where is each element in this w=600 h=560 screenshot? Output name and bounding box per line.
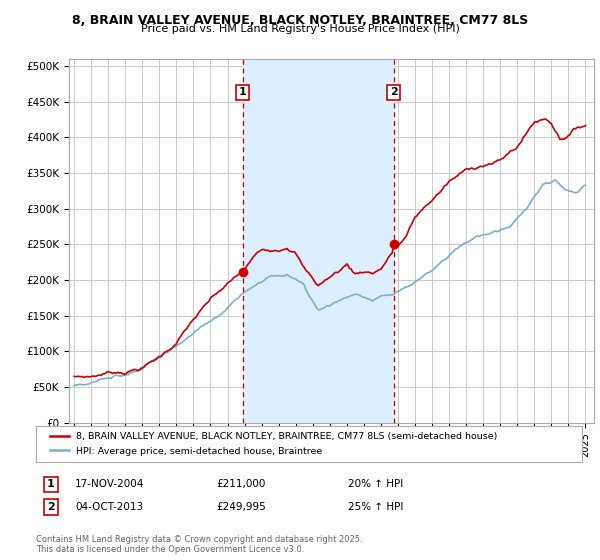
Text: Contains HM Land Registry data © Crown copyright and database right 2025.
This d: Contains HM Land Registry data © Crown c… [36, 535, 362, 554]
Text: Price paid vs. HM Land Registry's House Price Index (HPI): Price paid vs. HM Land Registry's House … [140, 24, 460, 34]
FancyBboxPatch shape [36, 426, 582, 462]
Text: 8, BRAIN VALLEY AVENUE, BLACK NOTLEY, BRAINTREE, CM77 8LS: 8, BRAIN VALLEY AVENUE, BLACK NOTLEY, BR… [72, 14, 528, 27]
Text: 2: 2 [47, 502, 55, 512]
Text: 2: 2 [390, 87, 398, 97]
Text: 20% ↑ HPI: 20% ↑ HPI [348, 479, 403, 489]
Text: £211,000: £211,000 [216, 479, 265, 489]
Text: 04-OCT-2013: 04-OCT-2013 [75, 502, 143, 512]
Text: 1: 1 [47, 479, 55, 489]
Legend: 8, BRAIN VALLEY AVENUE, BLACK NOTLEY, BRAINTREE, CM77 8LS (semi-detached house),: 8, BRAIN VALLEY AVENUE, BLACK NOTLEY, BR… [46, 428, 502, 459]
Text: 1: 1 [239, 87, 247, 97]
Bar [242, 59, 394, 423]
Text: 17-NOV-2004: 17-NOV-2004 [75, 479, 145, 489]
Text: £249,995: £249,995 [216, 502, 266, 512]
Text: 25% ↑ HPI: 25% ↑ HPI [348, 502, 403, 512]
